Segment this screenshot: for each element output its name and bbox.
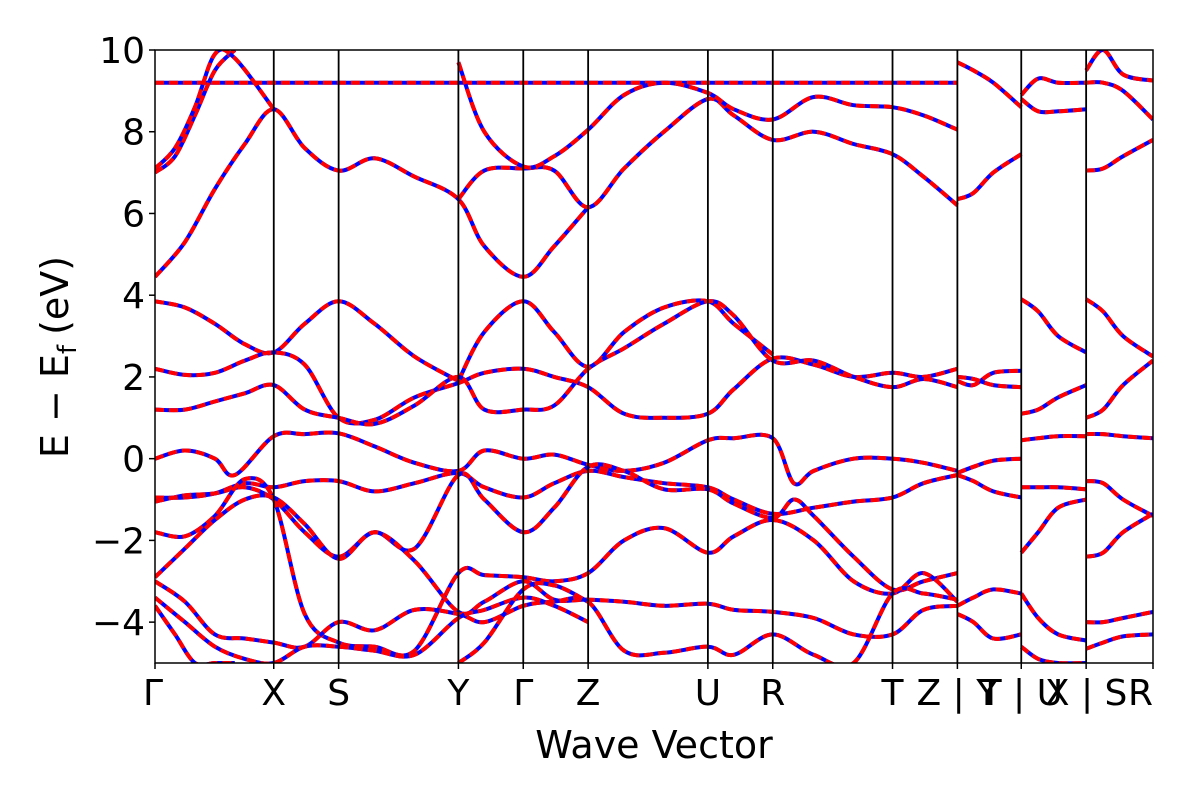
band-27-underlay <box>1019 76 1087 97</box>
kpath-lines <box>272 50 1088 663</box>
x-tick-label-0: Γ <box>143 673 163 714</box>
band-20-underlay <box>956 152 1023 202</box>
band-33 <box>1019 497 1087 554</box>
x-tick-label-3: Y <box>446 673 470 714</box>
x-tick-label-9: Z | Y <box>917 673 1000 714</box>
y-tick-label-2: 0 <box>122 440 145 481</box>
x-tick-label-1: X <box>261 673 286 714</box>
band-22 <box>957 374 1022 390</box>
x-tick-label-2: S <box>327 673 350 714</box>
band-11 <box>155 468 958 517</box>
band-32 <box>1021 485 1087 492</box>
band-9-underlay <box>155 299 958 427</box>
band-42-underlay <box>1085 479 1153 518</box>
x-tick-label-4: Γ <box>513 673 533 714</box>
band-25 <box>956 587 1022 608</box>
band-2 <box>155 50 237 175</box>
band-34-underlay <box>1019 592 1087 643</box>
band-10-underlay <box>155 430 958 487</box>
x-tick-label-12: R <box>1128 673 1153 714</box>
y-tick-label-7: 10 <box>99 31 145 72</box>
band-15-underlay <box>155 579 958 663</box>
band-43-underlay <box>1085 512 1153 559</box>
band-29-underlay <box>1020 297 1088 355</box>
x-tick-label-6: U <box>695 673 721 714</box>
band-19 <box>956 60 1023 109</box>
band-33-underlay <box>1019 497 1087 554</box>
y-tick-label-4: 4 <box>122 276 145 317</box>
band-9 <box>155 299 958 427</box>
band-8-underlay <box>155 350 958 426</box>
y-axis-label: E − Ef (eV) <box>33 256 83 458</box>
band-15 <box>155 579 958 663</box>
y-axis-label-main: E − E <box>33 354 77 458</box>
band-19-underlay <box>956 60 1023 109</box>
band-40 <box>1085 359 1153 420</box>
band-20 <box>956 152 1023 202</box>
x-tick-label-11: X | S <box>1045 673 1128 714</box>
band-29 <box>1020 297 1088 355</box>
band-lines <box>155 50 1153 663</box>
band-7-underlay <box>456 298 775 382</box>
band-26 <box>956 612 1022 641</box>
band-39 <box>1084 297 1153 359</box>
plot-frame <box>154 49 1154 664</box>
x-axis-label: Wave Vector <box>535 723 773 767</box>
x-tick-label-5: Z <box>576 673 601 714</box>
band-42 <box>1085 479 1153 518</box>
x-tick-label-8: T <box>881 673 905 714</box>
y-tick-label-3: 2 <box>122 358 145 399</box>
band-3-underlay <box>155 50 276 170</box>
band-34 <box>1019 592 1087 643</box>
y-axis-ticks: −4 −2 0 2 4 6 8 10 <box>92 31 155 644</box>
band-10 <box>155 430 958 487</box>
band-37 <box>1086 80 1153 121</box>
band-35 <box>1020 645 1087 663</box>
band-12 <box>155 462 958 593</box>
band-8 <box>155 350 958 426</box>
y-tick-label-5: 6 <box>122 194 145 235</box>
band-1 <box>155 107 590 279</box>
y-axis-label-subscript: f <box>53 344 83 354</box>
x-tick-label-7: R <box>760 673 785 714</box>
y-tick-label-0: −4 <box>92 603 145 644</box>
band-41 <box>1086 431 1153 441</box>
y-tick-label-6: 8 <box>122 113 145 154</box>
y-tick-label-1: −2 <box>92 521 145 562</box>
x-tick-label-10: T | U <box>979 673 1063 714</box>
band-24 <box>956 473 1022 500</box>
band-30 <box>1020 383 1087 416</box>
band-45 <box>1085 632 1153 651</box>
band-6 <box>155 299 460 383</box>
band-27 <box>1019 76 1087 97</box>
band-36 <box>1084 50 1153 83</box>
band-14 <box>155 493 958 639</box>
band-31 <box>1021 434 1087 443</box>
band-23 <box>956 456 1022 475</box>
band-16 <box>155 595 589 663</box>
band-17-underlay <box>155 604 235 663</box>
y-axis-label-unit: (eV) <box>33 256 77 335</box>
band-44 <box>1086 609 1153 625</box>
band-28 <box>1020 97 1087 115</box>
band-21 <box>956 368 1022 388</box>
band-38 <box>1085 138 1153 173</box>
band-43 <box>1085 512 1153 559</box>
